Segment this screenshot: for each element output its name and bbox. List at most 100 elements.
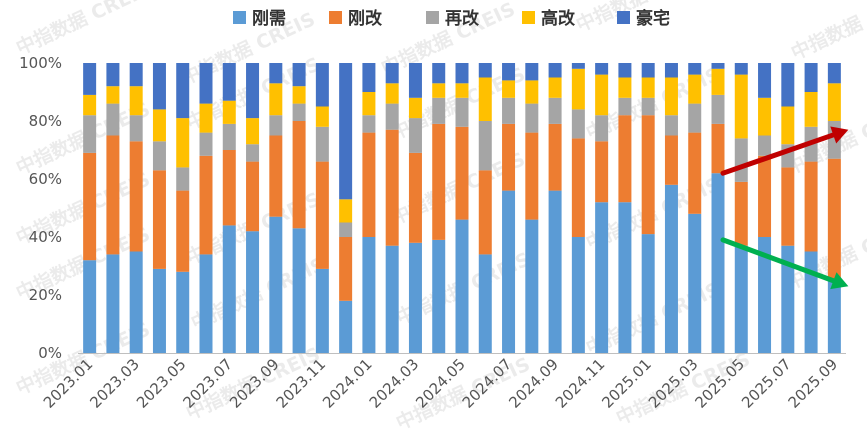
bar-segment (571, 109, 585, 139)
bar-segment (595, 115, 609, 142)
bar-segment (199, 254, 213, 353)
bar-segment (688, 63, 702, 75)
bar-segment (106, 86, 120, 104)
bar-segment (339, 199, 353, 223)
legend-swatch (329, 11, 342, 24)
bar-segment (525, 103, 539, 133)
bar-segment (83, 260, 97, 353)
bar-segment (595, 74, 609, 116)
bar-segment (548, 190, 562, 353)
bar-segment (618, 97, 632, 116)
bar-segment (571, 138, 585, 237)
bar-segment (711, 173, 725, 353)
bar-segment (408, 63, 422, 98)
bar-segment (502, 190, 516, 353)
x-tick-label: 2023.05 (133, 355, 190, 412)
bar-segment (408, 242, 422, 353)
bar-segment (711, 123, 725, 174)
trend-arrow-shaft (720, 132, 836, 176)
bar-segment (804, 92, 818, 127)
bar-segment (362, 92, 376, 116)
bar-segment (804, 161, 818, 252)
bar-segment (246, 118, 260, 145)
bar-segment (478, 77, 492, 121)
bar-segment (502, 80, 516, 98)
bar-segment (176, 190, 190, 272)
bar-segment (106, 103, 120, 136)
bar-segment (478, 121, 492, 171)
legend-swatch (426, 11, 439, 24)
bar-segment (525, 80, 539, 104)
bar-segment (688, 213, 702, 353)
bar-segment (362, 115, 376, 133)
bar-segment (525, 219, 539, 353)
bar-segment (199, 103, 213, 133)
trend-arrow-shaft (720, 237, 836, 284)
bar-segment (129, 141, 143, 252)
bar-segment (595, 63, 609, 75)
bar-segment (758, 155, 772, 237)
bar-segment (571, 237, 585, 353)
legend-label: 刚改 (348, 8, 383, 29)
bar-segment (432, 239, 446, 353)
bar-segment (269, 135, 283, 217)
bar-segment (362, 132, 376, 237)
bar-segment (362, 237, 376, 353)
watermark-text: 中指数据 CREIS (782, 212, 867, 294)
bar-segment (292, 86, 306, 104)
bar-segment (152, 63, 166, 110)
bar-segment (455, 97, 469, 127)
bar-segment (734, 63, 748, 75)
bar-segment (618, 77, 632, 98)
bar-segment (339, 222, 353, 237)
bar-segment (432, 123, 446, 240)
bar-segment (199, 155, 213, 255)
bar-segment (804, 63, 818, 92)
bar-segment (827, 158, 841, 281)
bar-segment (408, 118, 422, 153)
bar-segment (595, 141, 609, 203)
bar-segment (827, 83, 841, 121)
bar-segment (315, 126, 329, 162)
bar-segment (106, 63, 120, 87)
x-tick-label: 2024.03 (366, 355, 423, 412)
bar-segment (548, 123, 562, 191)
bar-segment (758, 97, 772, 136)
legend-swatch (522, 11, 535, 24)
bar-segment (711, 68, 725, 95)
bar-segment (269, 83, 283, 116)
watermark-text: 中指数据 CREIS (12, 0, 153, 60)
bar-segment (432, 97, 446, 124)
watermark-text: 中指数据 CREIS (787, 0, 867, 65)
bar-segment (222, 150, 236, 226)
x-tick-label: 2024.01 (319, 355, 376, 412)
bar-segment (478, 63, 492, 78)
bar-segment (455, 83, 469, 98)
bar-segment (83, 115, 97, 153)
bar-segment (176, 118, 190, 168)
bar-segment (432, 83, 446, 98)
bar-segment (176, 271, 190, 353)
bar-segment (804, 251, 818, 353)
bar-segment (315, 63, 329, 107)
bar-segment (781, 106, 795, 145)
bar-segment (83, 63, 97, 95)
legend-label: 再改 (445, 8, 480, 29)
bar-segment (408, 97, 422, 119)
bar-segment (176, 63, 190, 119)
bar-segment (641, 115, 655, 235)
bar-segment (222, 225, 236, 353)
bar-segment (548, 77, 562, 98)
y-tick-label: 100% (19, 54, 62, 72)
bar-segment (339, 237, 353, 301)
bar-segment (292, 103, 306, 121)
x-tick-label: 2025.09 (785, 355, 842, 412)
bar-segment (385, 245, 399, 353)
bar-segment (152, 170, 166, 269)
y-tick-label: 40% (29, 228, 62, 246)
bar-segment (502, 63, 516, 81)
y-tick-label: 20% (29, 286, 62, 304)
y-tick-label: 80% (29, 112, 62, 130)
bar-segment (664, 135, 678, 185)
legend: 刚需 刚改 再改 高改 豪宅 (233, 8, 670, 29)
